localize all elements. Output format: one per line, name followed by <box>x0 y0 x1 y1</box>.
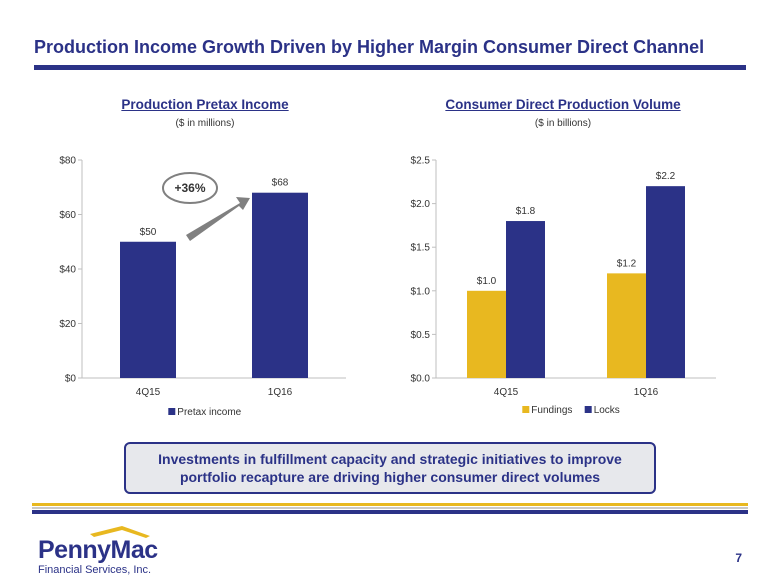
y-tick-label: $2.5 <box>411 156 431 167</box>
logo-wordmark: PennyMac <box>38 536 158 564</box>
footer-stripe-gray <box>32 507 748 509</box>
legend-swatch-locks <box>584 406 592 413</box>
page-title: Production Income Growth Driven by Highe… <box>34 37 705 57</box>
callout-text: Investments in fulfillment capacity and … <box>158 451 622 485</box>
x-tick-label: 4Q15 <box>136 387 161 398</box>
data-label: $68 <box>272 178 289 189</box>
y-tick-label: $20 <box>59 319 76 330</box>
legend-label: Locks <box>594 405 620 416</box>
y-tick-label: $60 <box>59 210 76 221</box>
x-tick-label: 4Q15 <box>494 387 519 398</box>
x-tick-label: 1Q16 <box>634 387 659 398</box>
key-takeaway-callout: Investments in fulfillment capacity and … <box>124 442 656 494</box>
bar-pretax-income-1q16 <box>252 192 308 378</box>
left-chart-title: Production Pretax Income <box>121 97 289 112</box>
bar-pretax-income-4q15 <box>120 241 176 378</box>
data-label: $50 <box>140 227 157 238</box>
footer-stripe-yellow <box>32 503 748 506</box>
right-chart-title: Consumer Direct Production Volume <box>445 97 681 112</box>
y-tick-label: $0.0 <box>411 374 431 385</box>
footer-stripe-blue <box>32 510 748 514</box>
logo-tagline: Financial Services, Inc. <box>38 564 151 576</box>
y-tick-label: $40 <box>59 265 76 276</box>
legend-swatch-pretax-income <box>168 408 176 415</box>
y-tick-label: $1.0 <box>411 286 431 297</box>
legend-label: Pretax income <box>177 407 241 418</box>
bar-fundings-4q15 <box>467 290 506 378</box>
data-label: $1.2 <box>617 258 637 269</box>
data-label: $1.8 <box>516 206 536 217</box>
growth-bubble <box>162 172 218 204</box>
y-tick-label: $0 <box>65 374 77 385</box>
logo-roof-icon <box>90 526 150 538</box>
data-label: $1.0 <box>477 276 497 287</box>
title-divider <box>34 65 746 70</box>
page-number: 7 <box>735 551 742 565</box>
y-tick-label: $80 <box>59 156 76 167</box>
y-tick-label: $0.5 <box>411 330 431 341</box>
bar-locks-1q16 <box>646 186 685 378</box>
legend-label: Fundings <box>531 405 572 416</box>
growth-arrow-icon <box>186 197 250 241</box>
bar-locks-4q15 <box>506 221 545 378</box>
bar-fundings-1q16 <box>607 273 646 378</box>
data-label: $2.2 <box>656 171 676 182</box>
x-tick-label: 1Q16 <box>268 387 293 398</box>
left-chart-subtitle: ($ in millions) <box>175 118 235 129</box>
pennymac-logo: PennyMac Financial Services, Inc. <box>38 526 159 576</box>
growth-label: +36% <box>174 181 205 195</box>
right-chart-subtitle: ($ in billions) <box>534 118 592 129</box>
y-tick-label: $2.0 <box>411 199 431 210</box>
y-tick-label: $1.5 <box>411 243 431 254</box>
legend-swatch-fundings <box>522 406 530 413</box>
